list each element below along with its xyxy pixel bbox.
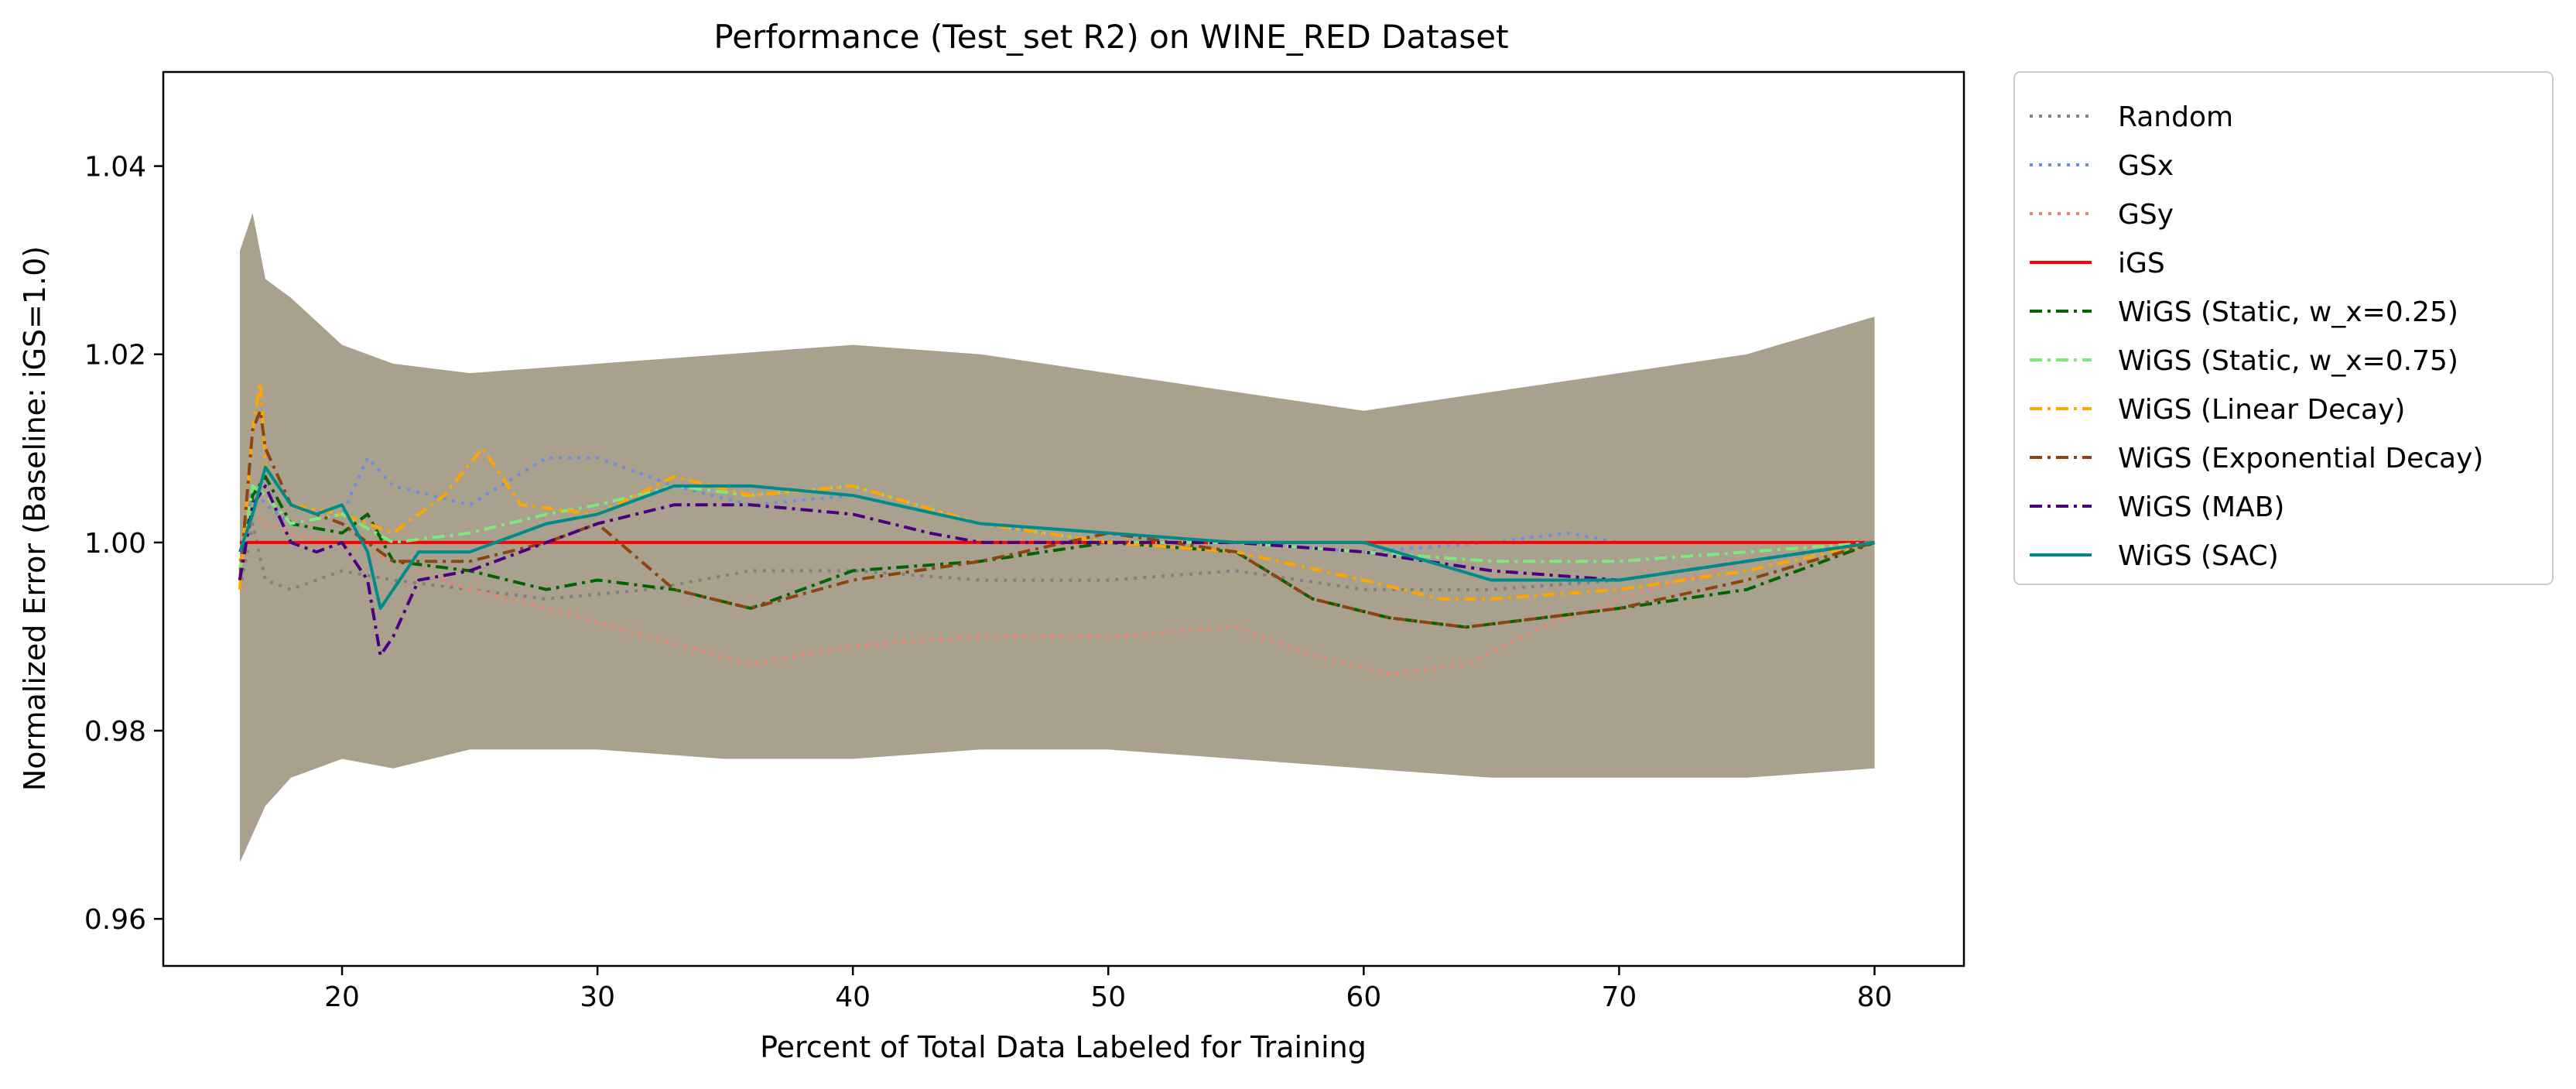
legend-label-9: WiGS (SAC): [2118, 540, 2279, 572]
x-tick-label: 80: [1857, 981, 1893, 1013]
x-tick-label: 20: [324, 981, 360, 1013]
y-tick-label: 0.98: [84, 716, 146, 748]
x-axis-label: Percent of Total Data Labeled for Traini…: [760, 1030, 1367, 1064]
legend-label-3: iGS: [2118, 248, 2165, 279]
legend-label-7: WiGS (Exponential Decay): [2118, 443, 2483, 474]
x-tick-label: 30: [580, 981, 615, 1013]
plot-frame: [162, 70, 1965, 967]
legend-label-2: GSy: [2118, 199, 2174, 231]
legend: Random GSx GSy iGS WiGS (Static, w_x=0.25) Wi…: [2013, 71, 2554, 585]
y-tick-label: 1.00: [84, 528, 146, 560]
series-line-1: [238, 456, 1875, 571]
plot-area: [238, 213, 1876, 863]
legend-label-4: WiGS (Static, w_x=0.25): [2118, 296, 2458, 328]
x-tick-label: 50: [1090, 981, 1126, 1013]
legend-label-6: WiGS (Linear Decay): [2118, 394, 2405, 426]
x-tick-label: 70: [1601, 981, 1637, 1013]
y-tick-label: 0.96: [84, 904, 146, 936]
legend-label-8: WiGS (MAB): [2118, 491, 2284, 523]
x-tick-label: 60: [1346, 981, 1381, 1013]
y-axis-label: Normalized Error (Baseline: iGS=1.0): [18, 246, 52, 791]
series-line-8: [238, 484, 1875, 657]
legend-label-0: Random: [2118, 101, 2233, 133]
y-tick-label: 1.02: [84, 340, 146, 372]
legend-label-1: GSx: [2118, 150, 2174, 182]
x-tick-label: 40: [835, 981, 871, 1013]
y-tick-label: 1.04: [84, 152, 146, 183]
chart-title: Performance (Test_set R2) on WINE_RED Da…: [713, 18, 1508, 56]
x-axis: 20 30 40 50 60 70 80: [324, 966, 1892, 1013]
series-line-7: [238, 409, 1876, 629]
legend-frame: [2013, 71, 2554, 585]
y-axis: 0.96 0.98 1.00 1.02 1.04: [84, 152, 163, 936]
confidence-band: [240, 213, 1875, 863]
series-line-9: [238, 465, 1875, 610]
legend-label-5: WiGS (Static, w_x=0.75): [2118, 345, 2458, 377]
